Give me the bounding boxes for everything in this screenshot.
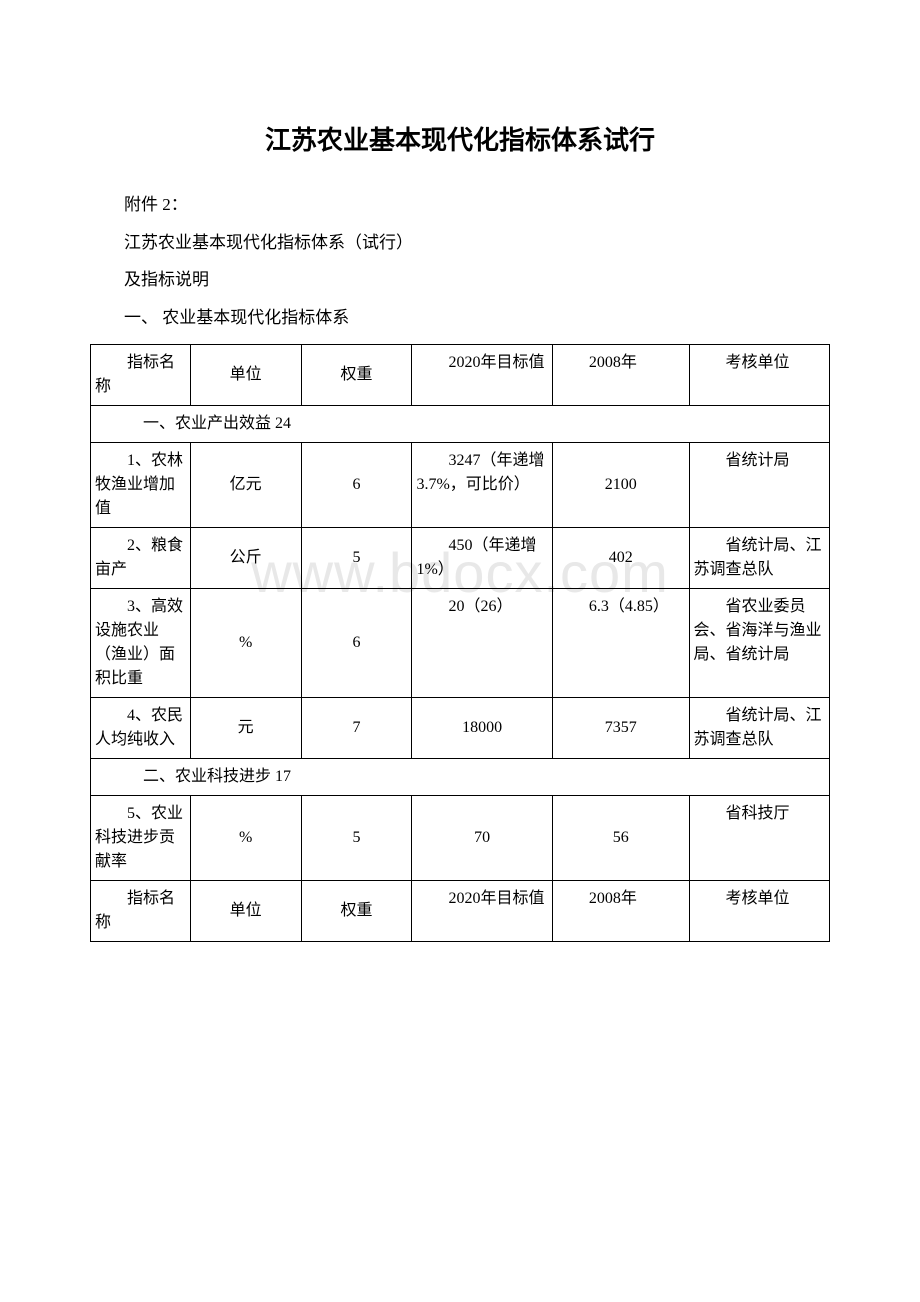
header2-weight: 权重	[301, 880, 412, 941]
row-target: 3247（年递增3.7%，可比价）	[412, 442, 552, 527]
row-unit: 亿元	[190, 442, 301, 527]
row-assess: 省科技厅	[689, 795, 829, 880]
row-weight: 6	[301, 588, 412, 697]
table-row: 3、高效设施农业（渔业）面积比重 % 6 20（26） 6.3（4.85） 省农…	[91, 588, 830, 697]
header2-assess: 考核单位	[689, 880, 829, 941]
row-unit: 元	[190, 697, 301, 758]
row-2008: 56	[552, 795, 689, 880]
section-1-label: 一、农业产出效益 24	[91, 405, 830, 442]
section-row-2: 二、农业科技进步 17	[91, 758, 830, 795]
intro-section-heading: 一、 农业基本现代化指标体系	[90, 300, 830, 336]
row-target: 70	[412, 795, 552, 880]
section-2-label: 二、农业科技进步 17	[91, 758, 830, 795]
intro-explanation: 及指标说明	[90, 262, 830, 298]
row-name: 3、高效设施农业（渔业）面积比重	[91, 588, 191, 697]
row-2008: 6.3（4.85）	[552, 588, 689, 697]
row-unit: %	[190, 588, 301, 697]
row-target: 450（年递增 1%）	[412, 527, 552, 588]
header-assess: 考核单位	[689, 344, 829, 405]
header2-indicator-name: 指标名称	[91, 880, 191, 941]
row-weight: 6	[301, 442, 412, 527]
table-row: 4、农民人均纯收入 元 7 18000 7357 省统计局、江苏调查总队	[91, 697, 830, 758]
document-content: 江苏农业基本现代化指标体系试行 附件 2： 江苏农业基本现代化指标体系（试行） …	[90, 120, 830, 942]
table-row: 1、农林牧渔业增加值 亿元 6 3247（年递增3.7%，可比价） 2100 省…	[91, 442, 830, 527]
row-assess: 省农业委员会、省海洋与渔业局、省统计局	[689, 588, 829, 697]
row-assess: 省统计局	[689, 442, 829, 527]
header-unit: 单位	[190, 344, 301, 405]
page-title: 江苏农业基本现代化指标体系试行	[90, 120, 830, 157]
row-2008: 402	[552, 527, 689, 588]
row-name: 5、农业科技进步贡献率	[91, 795, 191, 880]
table-row: 2、粮食亩产 公斤 5 450（年递增 1%） 402 省统计局、江苏调查总队	[91, 527, 830, 588]
header2-2008: 2008年	[552, 880, 689, 941]
header-2008: 2008年	[552, 344, 689, 405]
indicator-table: 指标名称 单位 权重 2020年目标值 2008年 考核单位 一、农业产出效益 …	[90, 344, 830, 942]
header2-unit: 单位	[190, 880, 301, 941]
row-assess: 省统计局、江苏调查总队	[689, 527, 829, 588]
row-weight: 7	[301, 697, 412, 758]
row-name: 2、粮食亩产	[91, 527, 191, 588]
row-unit: %	[190, 795, 301, 880]
header-indicator-name: 指标名称	[91, 344, 191, 405]
row-name: 1、农林牧渔业增加值	[91, 442, 191, 527]
row-2008: 7357	[552, 697, 689, 758]
row-weight: 5	[301, 795, 412, 880]
row-2008: 2100	[552, 442, 689, 527]
table-row: 5、农业科技进步贡献率 % 5 70 56 省科技厅	[91, 795, 830, 880]
header-target: 2020年目标值	[412, 344, 552, 405]
intro-attachment: 附件 2：	[90, 187, 830, 223]
intro-system-name: 江苏农业基本现代化指标体系（试行）	[90, 225, 830, 261]
table-header-row: 指标名称 单位 权重 2020年目标值 2008年 考核单位	[91, 344, 830, 405]
section-row-1: 一、农业产出效益 24	[91, 405, 830, 442]
header2-target: 2020年目标值	[412, 880, 552, 941]
table-header-row-2: 指标名称 单位 权重 2020年目标值 2008年 考核单位	[91, 880, 830, 941]
row-name: 4、农民人均纯收入	[91, 697, 191, 758]
header-weight: 权重	[301, 344, 412, 405]
row-target: 18000	[412, 697, 552, 758]
row-target: 20（26）	[412, 588, 552, 697]
row-weight: 5	[301, 527, 412, 588]
row-assess: 省统计局、江苏调查总队	[689, 697, 829, 758]
row-unit: 公斤	[190, 527, 301, 588]
